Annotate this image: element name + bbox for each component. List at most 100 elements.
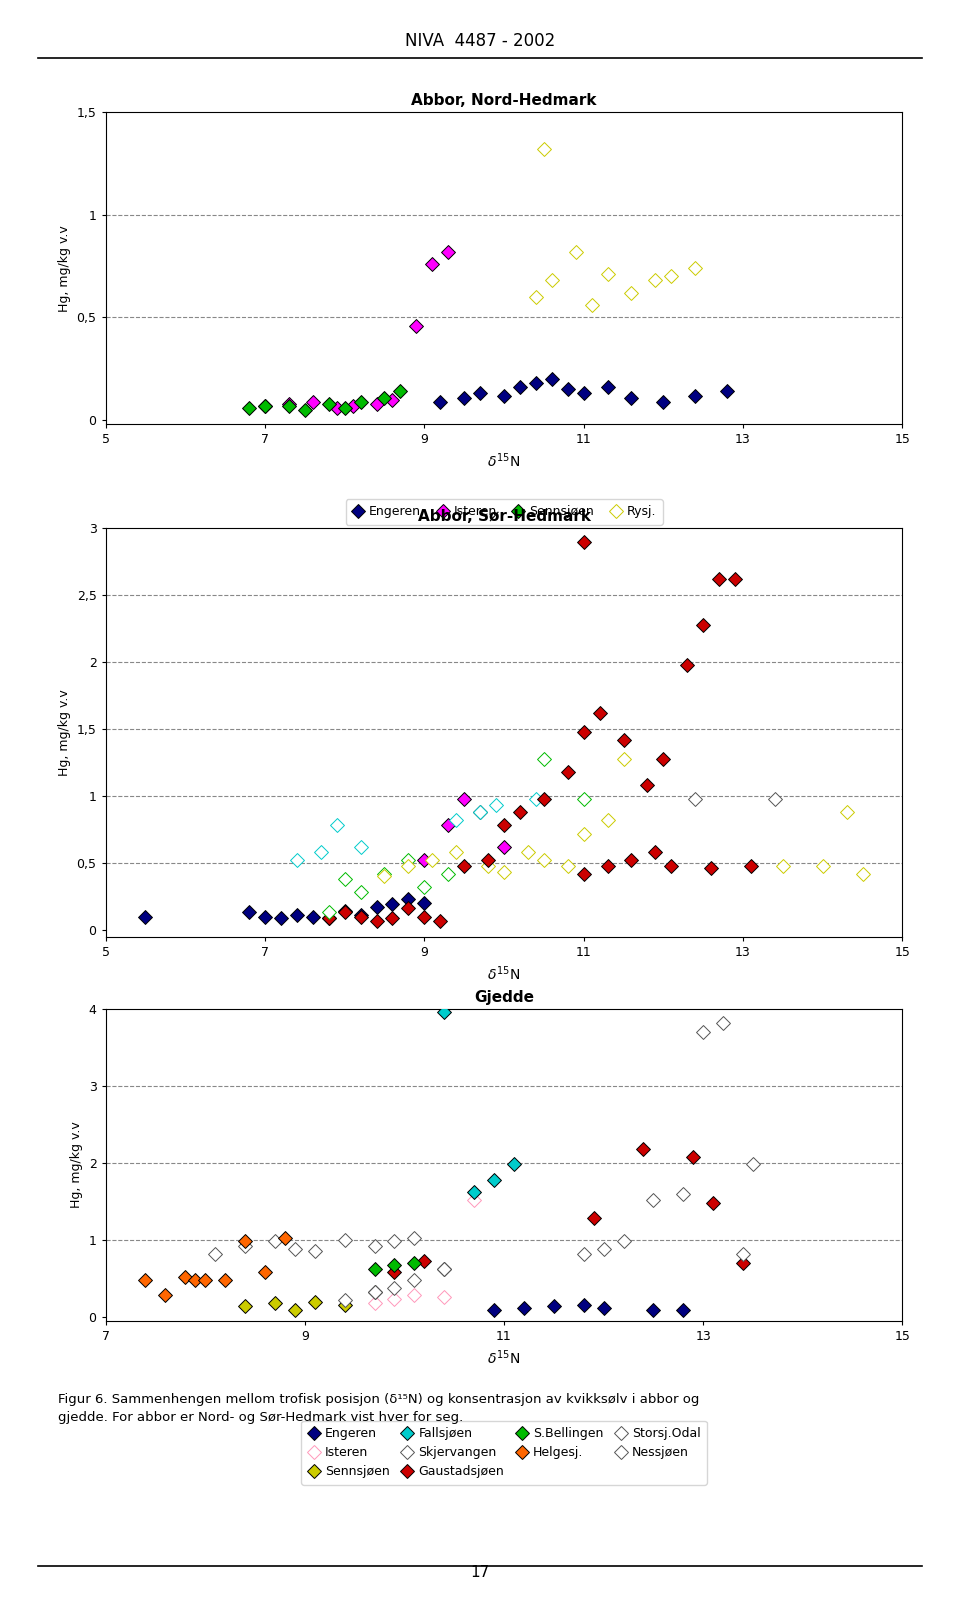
Point bbox=[480, 853, 495, 879]
Point bbox=[187, 1266, 203, 1292]
Point bbox=[387, 1228, 402, 1254]
Point bbox=[719, 378, 734, 403]
Point bbox=[624, 280, 639, 306]
Point bbox=[367, 1290, 382, 1316]
Point bbox=[568, 239, 584, 264]
Point bbox=[393, 378, 408, 403]
Point bbox=[735, 1250, 751, 1276]
Point bbox=[400, 847, 416, 873]
Point bbox=[745, 1151, 760, 1177]
Point bbox=[337, 1287, 352, 1313]
Point bbox=[367, 1279, 382, 1305]
Point bbox=[441, 239, 456, 264]
Point bbox=[656, 746, 671, 772]
Point bbox=[706, 1190, 721, 1215]
Point bbox=[616, 727, 632, 752]
Point bbox=[815, 853, 830, 879]
Point bbox=[656, 389, 671, 415]
Point bbox=[596, 1236, 612, 1262]
Point bbox=[513, 375, 528, 400]
Point bbox=[696, 612, 711, 637]
Point bbox=[467, 1186, 482, 1212]
Point bbox=[257, 392, 273, 418]
Point bbox=[639, 773, 655, 799]
Point bbox=[367, 1233, 382, 1258]
Point bbox=[241, 395, 256, 421]
Point bbox=[287, 1297, 302, 1322]
Point bbox=[287, 1236, 302, 1262]
Point bbox=[377, 863, 393, 889]
X-axis label: $\delta^{15}$N: $\delta^{15}$N bbox=[488, 964, 520, 983]
Point bbox=[217, 1266, 233, 1292]
Point bbox=[387, 1260, 402, 1286]
Point bbox=[385, 892, 400, 917]
Point bbox=[576, 1292, 591, 1318]
Point bbox=[676, 1182, 691, 1207]
Point bbox=[616, 1228, 632, 1254]
Point bbox=[321, 900, 336, 925]
Point bbox=[600, 261, 615, 287]
Point bbox=[321, 391, 336, 416]
Point bbox=[437, 1257, 452, 1282]
Point bbox=[636, 1137, 651, 1162]
Point bbox=[441, 861, 456, 887]
Point bbox=[337, 898, 352, 924]
Point bbox=[369, 895, 384, 921]
Point bbox=[715, 1010, 731, 1036]
Point bbox=[407, 1225, 422, 1250]
Point bbox=[400, 853, 416, 879]
Point bbox=[337, 1292, 352, 1318]
Point bbox=[576, 381, 591, 407]
Point bbox=[369, 391, 384, 416]
Point bbox=[369, 908, 384, 933]
Point bbox=[367, 1257, 382, 1282]
Point bbox=[472, 799, 488, 825]
Point bbox=[387, 1274, 402, 1300]
Point bbox=[385, 905, 400, 930]
Point bbox=[537, 746, 552, 772]
Point bbox=[257, 1260, 273, 1286]
Point bbox=[576, 1241, 591, 1266]
Text: Figur 6. Sammenhengen mellom trofisk posisjon (δ¹⁵N) og konsentrasjon av kvikksø: Figur 6. Sammenhengen mellom trofisk pos… bbox=[58, 1393, 699, 1423]
Point bbox=[537, 786, 552, 812]
Legend: Fjellsj., Røgden, Nessj., Helgesj., Ingulsrudsj., S.Bellingen, S.Øyungen, Gausta: Fjellsj., Røgden, Nessj., Helgesj., Ingu… bbox=[278, 1020, 730, 1065]
Point bbox=[576, 528, 591, 554]
Point bbox=[457, 853, 472, 879]
X-axis label: $\delta^{15}$N: $\delta^{15}$N bbox=[488, 1348, 520, 1367]
Point bbox=[237, 1228, 252, 1254]
Legend: Engeren, Isteren, Sennsjøen, Rysj.: Engeren, Isteren, Sennsjøen, Rysj. bbox=[346, 500, 662, 525]
Point bbox=[329, 813, 345, 839]
Point bbox=[424, 847, 440, 873]
Point bbox=[337, 395, 352, 421]
Text: NIVA  4487 - 2002: NIVA 4487 - 2002 bbox=[405, 32, 555, 50]
Point bbox=[496, 860, 512, 885]
Point bbox=[433, 908, 448, 933]
Point bbox=[424, 251, 440, 277]
Point bbox=[544, 367, 560, 392]
Point bbox=[281, 391, 297, 416]
Title: Abbor, Sør-Hedmark: Abbor, Sør-Hedmark bbox=[418, 509, 590, 525]
Point bbox=[305, 903, 321, 929]
Point bbox=[687, 383, 703, 408]
Point bbox=[537, 847, 552, 873]
Point bbox=[237, 1233, 252, 1258]
Title: Abbor, Nord-Hedmark: Abbor, Nord-Hedmark bbox=[411, 93, 597, 109]
Point bbox=[704, 855, 719, 881]
Point bbox=[257, 903, 273, 929]
Point bbox=[241, 900, 256, 925]
Point bbox=[407, 1266, 422, 1292]
Point bbox=[448, 807, 464, 833]
Point bbox=[592, 700, 608, 725]
Point bbox=[417, 874, 432, 900]
Point bbox=[178, 1265, 193, 1290]
Point bbox=[353, 389, 369, 415]
Point bbox=[433, 389, 448, 415]
Point bbox=[277, 1225, 293, 1250]
Point bbox=[528, 786, 543, 812]
Point bbox=[685, 1143, 701, 1169]
Y-axis label: Hg, mg/kg v.v: Hg, mg/kg v.v bbox=[70, 1121, 83, 1209]
Legend: Engeren, Isteren, Sennsjøen, Fallsjøen, Skjervangen, Gaustadsjøen, S.Bellingen, : Engeren, Isteren, Sennsjøen, Fallsjøen, … bbox=[301, 1420, 707, 1484]
Point bbox=[274, 905, 289, 930]
Point bbox=[257, 392, 273, 418]
Point bbox=[576, 786, 591, 812]
